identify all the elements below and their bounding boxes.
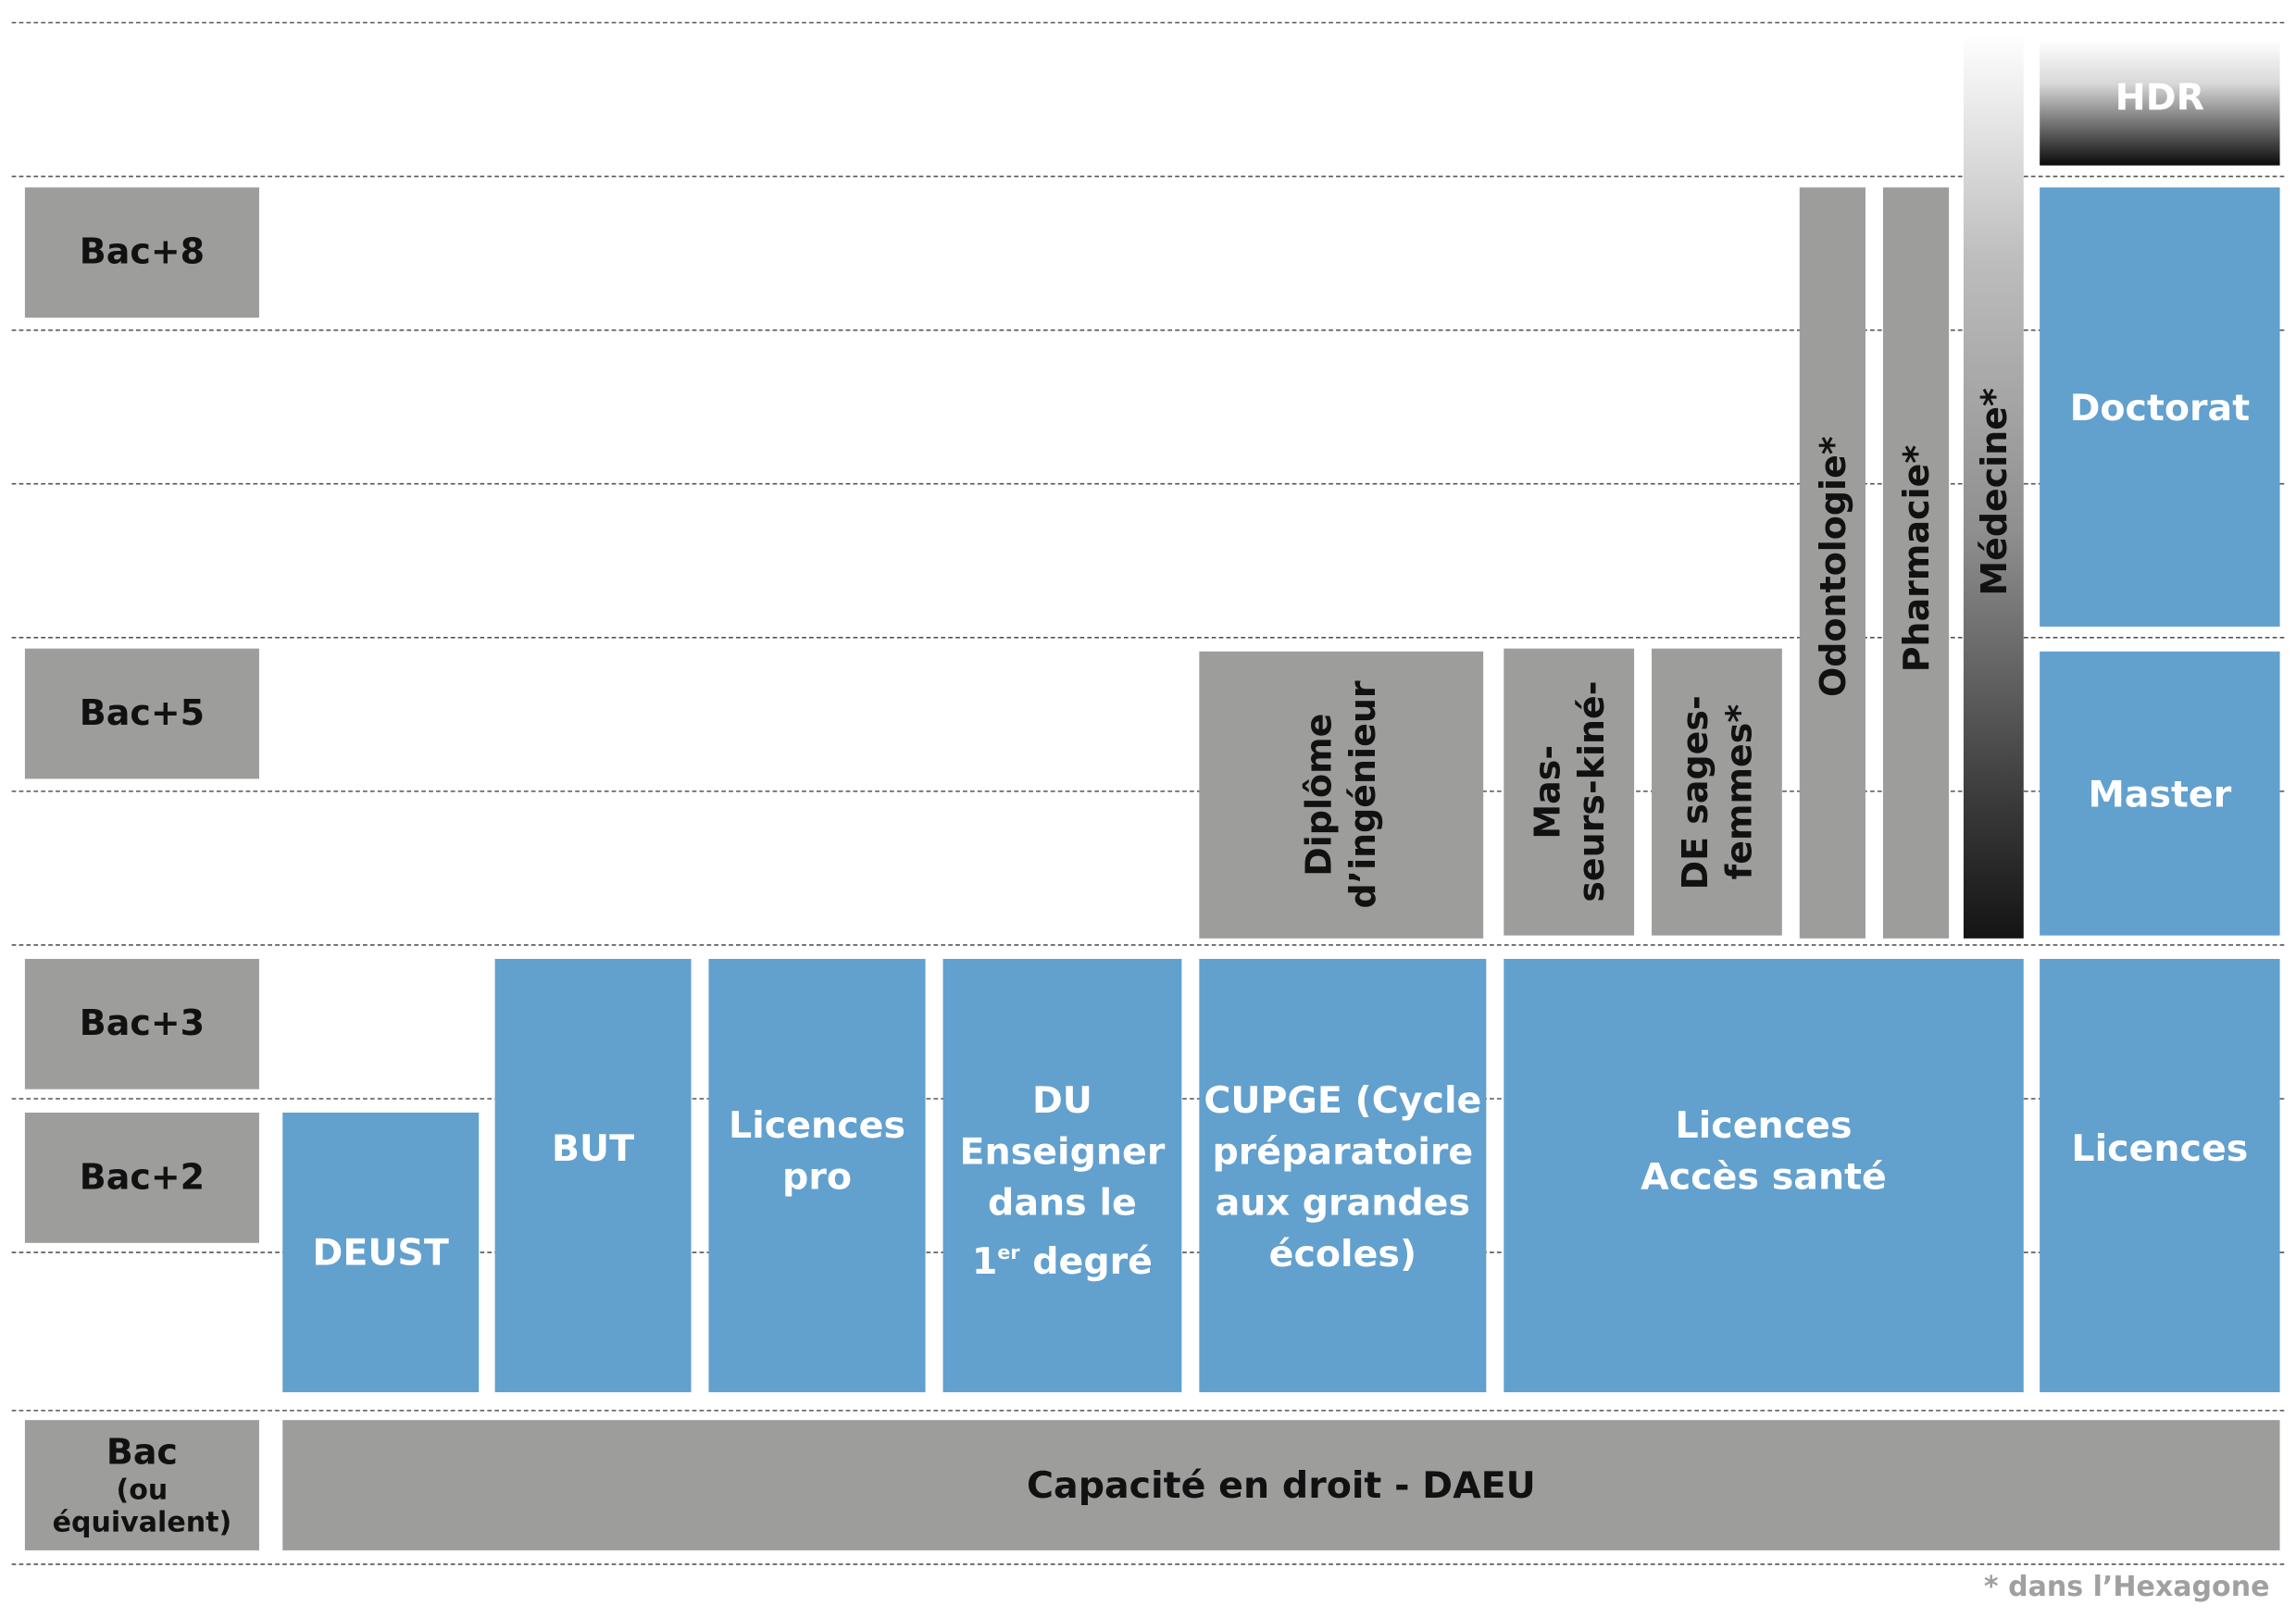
level-bac5: Bac+5 [24,648,259,779]
program-medecine: Médecine* [1963,33,2024,939]
program-odontologie: Odontologie* [1799,187,1866,939]
program-deust-label: DEUST [312,1231,449,1274]
program-licences: Licences [2040,958,2280,1393]
program-pharmacie: Pharmacie* [1882,187,1950,939]
gridline [11,21,2285,24]
program-de-sages-femmes-label: DE sages-femmes* [1673,695,1761,890]
level-bac5-label: Bac+5 [79,692,206,734]
cupge-line-1: CUPGE (Cycle [1204,1078,1482,1122]
gridline [11,636,2285,639]
diplome-ingenieur-line-1: Diplôme [1298,713,1341,877]
licences-acces-sante-line-2: Accès santé [1641,1154,1887,1198]
program-licences-acces-sante: Licences Accès santé [1504,958,2024,1393]
program-masseurs-kine-label: Mas-seurs-kiné- [1525,681,1613,902]
program-licences-label: Licences [2071,1126,2249,1170]
program-but: BUT [494,958,692,1393]
licences-acces-sante-line-1: Licences [1675,1103,1853,1147]
licences-pro-line-1: Licences [729,1103,905,1147]
de-sages-femmes-line-1: DE sages- [1674,694,1716,890]
gridline [11,482,2285,485]
du-line-3: dans le [988,1181,1137,1225]
program-hdr-label: HDR [2115,75,2205,118]
program-doctorat-label: Doctorat [2069,385,2251,429]
program-diplome-ingenieur-label: Diplôme d’ingénieur [1297,681,1385,909]
masseurs-kine-line-2: seurs-kiné- [1570,681,1612,903]
program-licences-pro: Licences pro [708,958,926,1393]
program-du-enseigner: DU Enseigner dans le 1er degré [942,958,1182,1393]
level-bac8: Bac+8 [24,187,259,318]
gridline [11,329,2285,331]
masseurs-kine-line-1: Mas- [1526,744,1568,840]
du-line-4b: degré [1019,1239,1154,1283]
program-du-enseigner-label: DU Enseigner dans le 1er degré [960,1075,1166,1287]
gridline [11,1410,2285,1412]
program-but-label: BUT [551,1126,635,1170]
licences-pro-line-2: pro [782,1154,852,1198]
du-line-4-sup: er [997,1242,1020,1265]
level-bac3-label: Bac+3 [79,1002,206,1044]
program-medecine-label: Médecine* [1973,388,2015,596]
program-licences-acces-sante-label: Licences Accès santé [1641,1100,1887,1202]
du-line-4a: 1 [971,1239,998,1283]
program-licences-pro-label: Licences pro [729,1100,905,1202]
diplome-ingenieur-line-2: d’ingénieur [1342,680,1384,909]
gridline [11,944,2285,946]
level-bac3: Bac+3 [24,958,259,1089]
level-bac-label: Bac [106,1431,178,1474]
program-capacite-daeu: Capacité en droit - DAEU [282,1420,2280,1550]
program-doctorat: Doctorat [2040,187,2280,627]
level-bac-sublabel: (ou équivalent) [52,1474,232,1539]
gridline [11,790,2285,792]
program-odontologie-label: Odontologie* [1812,436,1853,697]
program-master-label: Master [2088,772,2232,815]
level-bac2: Bac+2 [24,1113,259,1243]
du-line-2: Enseigner [959,1129,1166,1173]
program-hdr: HDR [2040,39,2280,166]
gridline [11,1563,2285,1565]
cupge-line-3: aux grandes [1215,1181,1471,1225]
gridline [11,175,2285,178]
cupge-line-2: préparatoire [1212,1129,1474,1173]
program-deust: DEUST [282,1113,480,1393]
program-pharmacie-label: Pharmacie* [1895,444,1937,673]
level-bac: Bac (ou équivalent) [24,1420,259,1550]
program-cupge-label: CUPGE (Cycle préparatoire aux grandes école… [1204,1075,1481,1279]
cupge-line-4: écoles) [1268,1232,1417,1276]
program-masseurs-kine: Mas-seurs-kiné- [1504,648,1635,936]
program-capacite-daeu-label: Capacité en droit - DAEU [1026,1463,1536,1507]
du-line-1: DU [1031,1078,1092,1122]
de-sages-femmes-line-2: femmes* [1718,703,1760,880]
program-cupge: CUPGE (Cycle préparatoire aux grandes école… [1199,958,1487,1393]
program-master: Master [2040,651,2280,936]
footnote: * dans l’Hexagone [1983,1571,2270,1603]
program-diplome-ingenieur: Diplôme d’ingénieur [1199,651,1484,939]
program-de-sages-femmes: DE sages-femmes* [1652,648,1782,936]
level-bac2-label: Bac+2 [79,1156,206,1198]
level-bac8-label: Bac+8 [79,231,206,273]
